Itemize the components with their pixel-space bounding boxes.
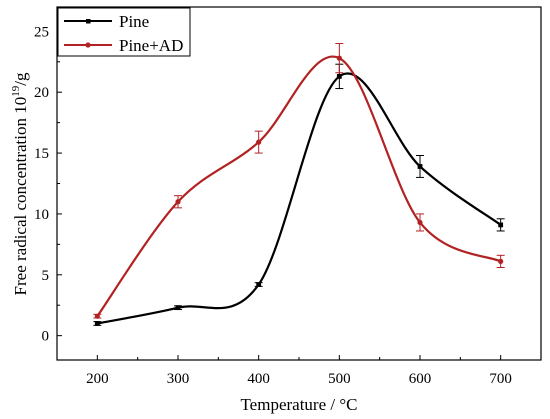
y-tick-label: 10 <box>34 207 49 223</box>
x-axis-ticks: 200 300 400 500 600 700 <box>86 355 512 387</box>
x-tick-label: 500 <box>328 371 351 387</box>
y-tick-label: 20 <box>34 85 49 101</box>
data-point <box>417 164 423 169</box>
x-tick-label: 600 <box>409 371 432 387</box>
data-point <box>498 222 504 228</box>
data-point <box>94 321 100 326</box>
y-tick-label: 5 <box>42 268 50 284</box>
data-point <box>336 73 342 79</box>
y-tick-label: 0 <box>42 329 50 345</box>
series-line <box>97 72 502 325</box>
data-point <box>175 305 181 311</box>
data-point <box>175 199 181 205</box>
legend: Pine Pine+AD <box>57 7 191 57</box>
legend-label-pine: Pine <box>119 12 149 31</box>
series-1 <box>93 43 505 319</box>
legend-box <box>57 7 191 57</box>
data-point <box>256 139 262 145</box>
x-tick-label: 400 <box>247 371 270 387</box>
data-point <box>417 219 423 226</box>
legend-marker-pine-ad <box>85 42 91 48</box>
y-axis-label: Free radical concentration 1019/g <box>10 72 30 295</box>
series-0 <box>93 63 505 326</box>
data-point <box>498 258 504 265</box>
legend-marker-pine <box>86 19 91 24</box>
y-tick-label: 25 <box>34 24 49 40</box>
legend-label-pine-ad: Pine+AD <box>119 36 183 55</box>
y-axis-label-unit: /g <box>11 72 30 86</box>
data-point <box>336 55 342 61</box>
y-axis-label-exponent: 19 <box>10 85 22 97</box>
series-layer <box>93 43 505 326</box>
y-axis-ticks: 0 5 10 15 20 25 <box>34 24 62 345</box>
series-line <box>96 55 502 317</box>
data-point <box>94 313 100 319</box>
y-tick-label: 15 <box>34 146 49 162</box>
y-axis-label-main: Free radical concentration 10 <box>11 97 30 296</box>
x-axis-label: Temperature / °C <box>240 395 357 414</box>
data-point <box>256 282 262 287</box>
x-tick-label: 200 <box>86 371 109 387</box>
plot-frame <box>56 6 542 361</box>
x-tick-label: 300 <box>167 371 190 387</box>
x-tick-label: 700 <box>489 371 512 387</box>
